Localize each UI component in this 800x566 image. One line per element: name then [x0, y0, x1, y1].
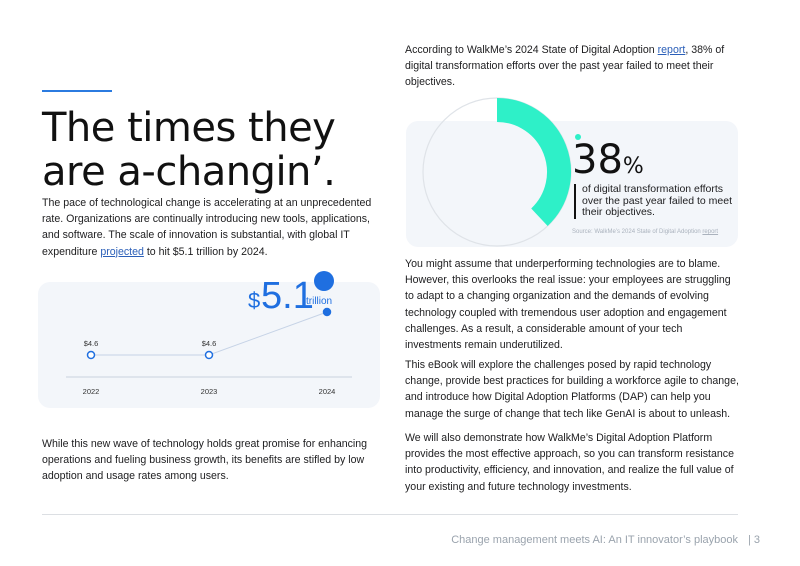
- stat-unit: %: [622, 154, 644, 179]
- link[interactable]: report: [657, 44, 686, 56]
- source: Source: WalkMe’s 2024 State of Digital A…: [572, 229, 718, 235]
- headline-unit: trillion: [306, 296, 332, 307]
- stat-card: [406, 121, 738, 247]
- line-chart: $ 5.1 trillion $4.6 2022 $4.6 2023 2024: [66, 271, 352, 396]
- icon: [314, 271, 334, 291]
- right-paragraph: This eBook will explore the challenges p…: [405, 359, 739, 420]
- x-tick-label: 2023: [201, 387, 218, 396]
- donut-arc: [496, 98, 571, 226]
- donut-chart: [422, 97, 581, 247]
- point: [86, 350, 96, 360]
- text: to hit $5.1 trillion by 2024.: [143, 245, 268, 258]
- headline-currency: $: [248, 288, 260, 313]
- stat-value: 38: [572, 137, 623, 183]
- heading-line: are a-changin’.: [42, 149, 336, 195]
- footer-title: Change management meets AI: An IT innova…: [451, 534, 738, 546]
- chart-card: [38, 282, 380, 408]
- headline-amount: 5.1: [261, 275, 314, 317]
- closing-paragraph: While this new wave of technology holds …: [42, 438, 368, 483]
- footer-rule: [42, 514, 738, 515]
- accent-rule: [42, 90, 112, 92]
- link[interactable]: projected: [100, 245, 144, 258]
- line: [91, 311, 328, 356]
- x-tick-label: 2022: [83, 387, 100, 396]
- heading: The times they are a-changin’.: [42, 105, 336, 195]
- heading-line: The times they: [42, 105, 336, 151]
- x-tick-label: 2024: [319, 387, 336, 396]
- right-paragraph: We will also demonstrate how WalkMe’s Di…: [405, 432, 734, 493]
- dot: [575, 134, 581, 140]
- text: Source: WalkMe’s 2024 State of Digital A…: [572, 229, 703, 235]
- link[interactable]: report: [702, 229, 719, 235]
- point: [204, 350, 214, 360]
- right-paragraph: You might assume that underperforming te…: [405, 258, 731, 352]
- stat: 38%: [572, 138, 644, 189]
- text: According to WalkMe’s 2024 State of Digi…: [405, 44, 658, 56]
- point: [322, 307, 332, 317]
- text: The pace of technological change is acce…: [42, 197, 372, 258]
- value-label: $4.6: [84, 339, 99, 348]
- page-number: | 3: [747, 534, 760, 546]
- stat-caption: of digital transformation efforts over t…: [574, 183, 742, 219]
- text: , 38% of digital transformation efforts …: [405, 44, 725, 89]
- intro-paragraph: The pace of technological change is acce…: [42, 195, 382, 260]
- value-label: $4.6: [202, 339, 217, 348]
- right-intro: According to WalkMe’s 2024 State of Digi…: [405, 42, 745, 91]
